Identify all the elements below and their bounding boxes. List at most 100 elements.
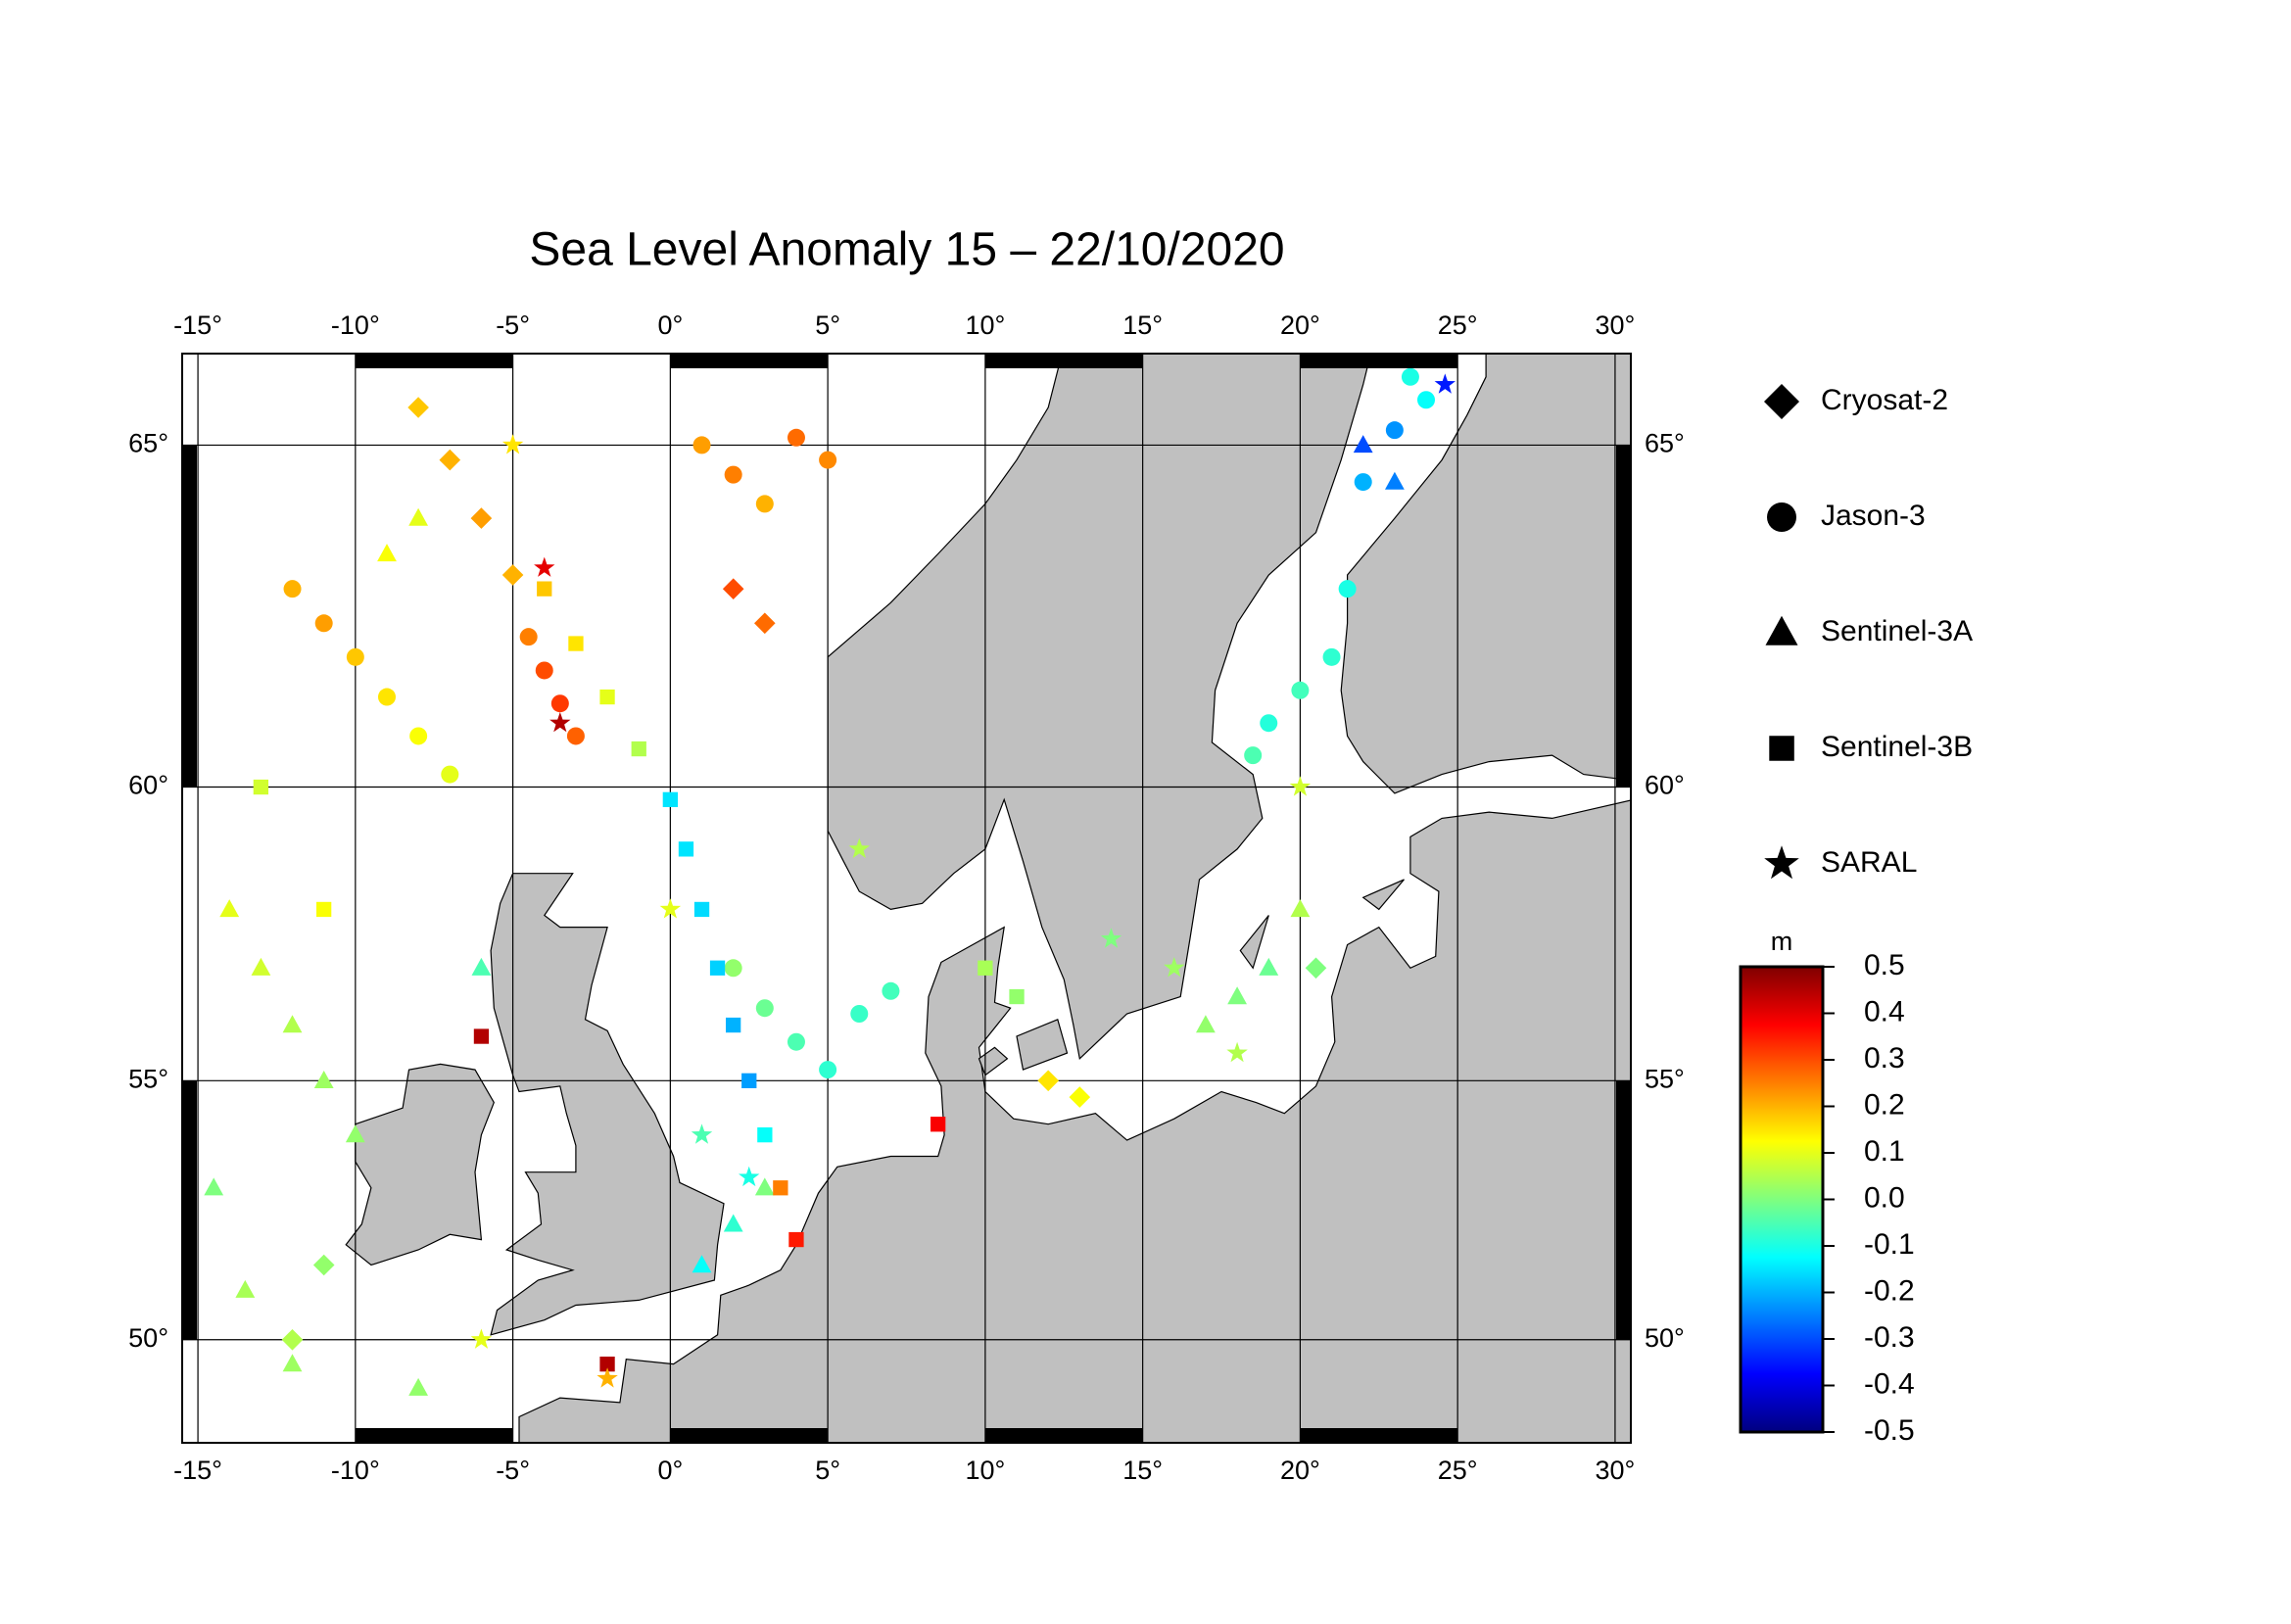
observation-circle [1244, 746, 1263, 765]
map-border [181, 353, 1632, 1444]
observation-circle [850, 1005, 869, 1024]
observation-triangle [408, 507, 428, 526]
observation-triangle [723, 1214, 743, 1232]
colorbar-tick-label: 0.4 [1864, 995, 1905, 1027]
x-tick-label: 15° [1122, 310, 1163, 340]
observation-circle [787, 1032, 805, 1051]
observation-star [1100, 928, 1122, 948]
y-tick-label: 50° [128, 1323, 168, 1353]
observation-star [597, 1367, 618, 1388]
observation-square [662, 791, 678, 807]
observation-circle [1260, 714, 1278, 733]
frame-band [1300, 354, 1458, 368]
observations [204, 367, 1456, 1396]
observation-circle [1401, 367, 1419, 386]
landmass [1340, 354, 1631, 794]
observation-circle [724, 959, 742, 978]
observation-star [848, 837, 870, 858]
observation-diamond [1037, 1070, 1059, 1092]
colorbar-tick-label: -0.1 [1864, 1228, 1915, 1261]
x-tick-label: -5° [496, 310, 530, 340]
observation-square [757, 1127, 773, 1143]
legend-marker [1767, 502, 1796, 532]
observation-triangle [1385, 471, 1405, 490]
observation-diamond [281, 1329, 304, 1351]
x-tick-label: 20° [1280, 1456, 1320, 1485]
observation-square [978, 960, 993, 976]
observation-triangle [754, 1177, 775, 1196]
observation-circle [882, 981, 900, 1000]
observation-circle [409, 727, 428, 745]
observation-square [1009, 988, 1025, 1005]
y-tick-label: 65° [1645, 429, 1685, 458]
observation-circle [566, 727, 585, 745]
observation-triangle [692, 1255, 712, 1273]
observation-square [693, 901, 710, 918]
observation-star [470, 1328, 493, 1349]
colorbar-tick-label: 0.3 [1864, 1042, 1905, 1075]
landmass [490, 873, 725, 1336]
observation-square [473, 1028, 490, 1044]
observation-circle [1338, 580, 1357, 598]
observation-triangle [282, 1354, 303, 1372]
observation-star [691, 1123, 713, 1144]
frame-band [1616, 1080, 1631, 1340]
chart-title: Sea Level Anomaly 15 – 22/10/2020 [529, 224, 1284, 276]
colorbar-tick-label: -0.5 [1864, 1414, 1915, 1447]
observation-circle [535, 661, 553, 680]
y-tick-label: 60° [1645, 771, 1685, 800]
observation-triangle [1353, 435, 1373, 454]
colorbar-tick-label: 0.1 [1864, 1135, 1905, 1168]
colorbar-unit: m [1771, 927, 1793, 956]
frame-band [182, 445, 197, 788]
y-tick-label: 55° [1645, 1064, 1685, 1093]
colorbar-tick-label: -0.3 [1864, 1321, 1915, 1354]
observation-circle [787, 428, 805, 447]
observation-star [739, 1166, 760, 1187]
colorbar-tick-label: 0.0 [1864, 1181, 1905, 1214]
observation-diamond [754, 612, 776, 635]
x-tick-label: 25° [1438, 310, 1478, 340]
observation-star [1164, 957, 1185, 978]
landmass [1239, 915, 1269, 970]
observation-circle [377, 688, 396, 706]
observation-diamond [1305, 957, 1327, 979]
observation-star [1226, 1041, 1248, 1063]
observation-diamond [722, 578, 744, 599]
x-tick-label: 15° [1122, 1456, 1163, 1485]
observation-triangle [1290, 899, 1311, 918]
observation-triangle [377, 544, 397, 562]
x-tick-label: 10° [965, 1456, 1005, 1485]
x-tick-label: 20° [1280, 310, 1320, 340]
observation-circle [692, 436, 711, 454]
observation-circle [1354, 473, 1372, 492]
observation-circle [283, 580, 302, 598]
observation-triangle [313, 1071, 334, 1088]
observation-circle [819, 1061, 837, 1079]
observation-square [931, 1117, 946, 1132]
x-tick-label: -5° [496, 1456, 530, 1485]
observation-circle [755, 999, 774, 1018]
observation-diamond [470, 507, 493, 529]
observation-square [709, 960, 726, 976]
legend-label: Sentinel-3B [1821, 731, 1973, 763]
observation-square [631, 740, 646, 757]
observation-triangle [282, 1015, 303, 1033]
frame-band [1616, 445, 1631, 788]
observation-square [537, 581, 552, 597]
observation-circle [1417, 391, 1436, 409]
x-tick-label: -15° [173, 1456, 222, 1485]
x-tick-label: -15° [173, 310, 222, 340]
observation-circle [1291, 681, 1310, 699]
observation-diamond [1069, 1086, 1091, 1108]
observation-circle [755, 495, 774, 513]
observation-triangle [235, 1279, 256, 1298]
observation-circle [441, 765, 459, 784]
legend-marker [1769, 736, 1794, 761]
legend-marker [1764, 384, 1799, 419]
legend-label: Cryosat-2 [1821, 384, 1948, 416]
observation-star [1289, 776, 1312, 796]
observation-diamond [407, 397, 429, 418]
observation-triangle [219, 899, 240, 918]
